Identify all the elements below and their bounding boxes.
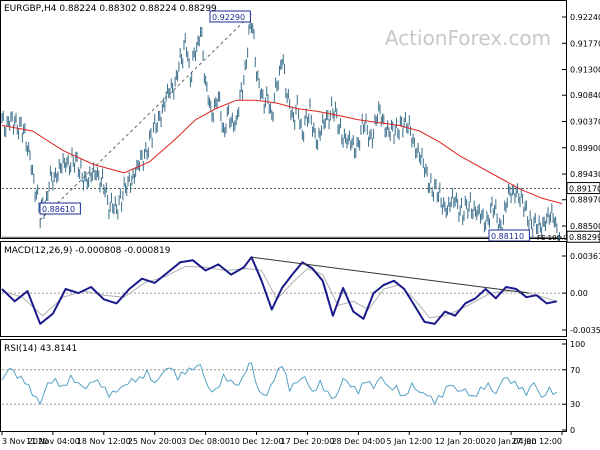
annotation-low-box xyxy=(39,202,81,215)
x-tick-label: 12 Jan 20:00 xyxy=(435,437,486,446)
price-tick-label: 0.88500 xyxy=(570,222,600,231)
rsi-series xyxy=(1,362,562,405)
rsi-y-axis: 100 70 30 0 xyxy=(562,340,585,435)
x-tick-label: 28 Dec 04:00 xyxy=(331,437,385,446)
macd-tick-label: 0.003615 xyxy=(570,252,600,261)
level-label-89170: 0.89170 xyxy=(569,185,600,194)
macd-tick-label: 0.00 xyxy=(570,289,588,298)
price-tick-label: 0.91770 xyxy=(570,39,600,48)
x-tick-label: 17 Dec 20:00 xyxy=(281,437,335,446)
x-tick-label: 3 Dec 08:00 xyxy=(181,437,230,446)
price-header: EURGBP,H4 0.88224 0.88302 0.88224 0.8829… xyxy=(4,4,217,14)
x-tick-label: 3 Nov 2020 xyxy=(2,437,48,446)
rsi-tick-label: 30 xyxy=(570,400,580,409)
price-tick-label: 0.90840 xyxy=(570,91,600,100)
watermark: ActionForex.com xyxy=(385,26,551,50)
x-tick-label: 5 Jan 12:00 xyxy=(386,437,432,446)
price-panel-frame xyxy=(0,0,567,239)
x-tick-label: 10 Dec 12:00 xyxy=(230,437,284,446)
annotation-high-box xyxy=(209,10,251,23)
price-tick-label: 0.88970 xyxy=(570,196,600,205)
moving-average-line xyxy=(1,99,563,205)
annotation-high: 0.92290 xyxy=(212,13,245,22)
price-tick-label: 0.89900 xyxy=(570,144,600,153)
price-tick-label: 0.89430 xyxy=(570,170,600,179)
annotation-target: 0.88110 xyxy=(491,232,524,241)
macd-panel-frame xyxy=(0,241,567,337)
price-tick-label: 0.91300 xyxy=(570,66,600,75)
current-price-label: 0.88299 xyxy=(569,233,600,242)
macd-tick-label: -0.003592 xyxy=(570,326,600,335)
macd-panel: MACD(12,26,9) -0.000808 -0.000819 0.0036… xyxy=(0,241,600,337)
x-tick-label: 11 Nov 04:00 xyxy=(26,437,80,446)
price-y-axis: 0.92240 0.91770 0.91300 0.90840 0.90370 0.899… xyxy=(562,13,600,231)
current-price-box xyxy=(566,230,600,243)
rsi-line xyxy=(1,362,558,405)
price-trendline xyxy=(39,13,252,221)
x-tick-label: 25 Nov 20:00 xyxy=(128,437,182,446)
macd-series xyxy=(1,256,562,325)
level-box-89170 xyxy=(566,182,600,195)
annotation-fe: FE 100.0 xyxy=(537,234,568,242)
x-tick-label: 20 Jan 04:00 xyxy=(486,437,537,446)
price-tick-label: 0.92240 xyxy=(570,13,600,22)
macd-signal-line xyxy=(1,265,558,319)
rsi-header: RSI(14) 43.8141 xyxy=(4,344,77,354)
macd-y-axis: 0.003615 0.00 -0.003592 xyxy=(562,252,600,335)
price-annotations: 0.92290 0.88610 0.88110 FE 100.0 0.89170 0.88… xyxy=(39,10,600,243)
annotation-low: 0.88610 xyxy=(42,205,75,214)
rsi-tick-label: 100 xyxy=(570,340,585,349)
macd-line xyxy=(1,256,558,325)
x-tick-label: 18 Nov 12:00 xyxy=(77,437,131,446)
rsi-tick-label: 0 xyxy=(570,426,575,435)
macd-header: MACD(12,26,9) -0.000808 -0.000819 xyxy=(4,246,171,256)
price-tick-label: 0.90370 xyxy=(570,118,600,127)
price-panel: EURGBP,H4 0.88224 0.88302 0.88224 0.8829… xyxy=(0,0,600,246)
x-tick-label: 27 Jan 12:00 xyxy=(511,437,562,446)
rsi-panel: RSI(14) 43.8141 100 70 30 0 xyxy=(0,339,585,435)
macd-trendline xyxy=(251,256,529,294)
rsi-tick-label: 70 xyxy=(570,366,580,375)
rsi-panel-frame xyxy=(0,339,567,432)
